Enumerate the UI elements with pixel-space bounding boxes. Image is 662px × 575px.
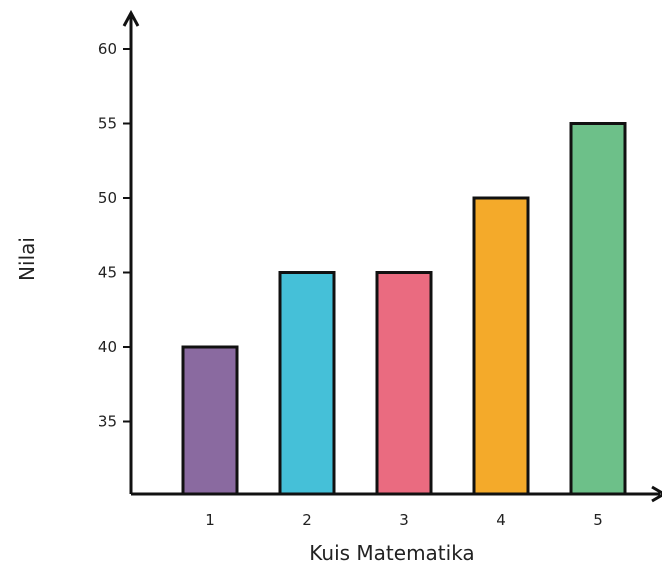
x-tick-label: 4 <box>496 511 506 529</box>
bar <box>278 271 336 496</box>
y-axis-ticks: 35 40 45 50 55 60 <box>98 40 131 431</box>
bars <box>181 122 627 496</box>
y-tick-label: 40 <box>98 338 117 356</box>
x-tick-label: 5 <box>593 511 603 529</box>
y-tick-label: 45 <box>98 264 117 282</box>
bar <box>375 271 433 496</box>
x-tick-label: 2 <box>302 511 312 529</box>
x-axis-ticks: 1 2 3 4 5 <box>205 511 603 529</box>
bar <box>181 345 239 496</box>
bar <box>472 196 530 496</box>
y-tick-label: 55 <box>98 115 117 133</box>
y-tick-label: 35 <box>98 413 117 431</box>
bar <box>569 122 627 496</box>
y-tick-label: 60 <box>98 40 117 58</box>
x-axis-title: Kuis Matematika <box>309 541 474 565</box>
x-tick-label: 3 <box>399 511 409 529</box>
y-axis-title: Nilai <box>15 237 39 281</box>
y-tick-label: 50 <box>98 189 117 207</box>
x-axis-arrow-icon <box>651 485 662 503</box>
y-axis-arrow-icon <box>122 9 140 27</box>
x-tick-label: 1 <box>205 511 215 529</box>
